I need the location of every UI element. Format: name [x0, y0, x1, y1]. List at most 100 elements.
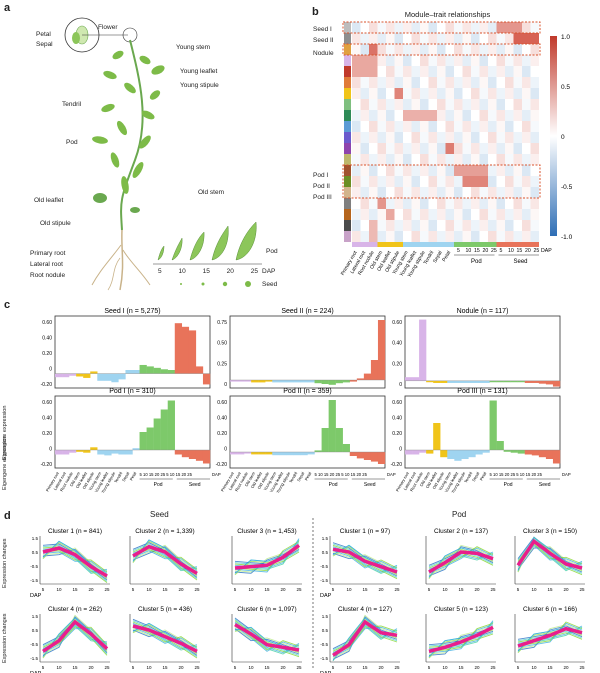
- eigengene-bar: [461, 380, 469, 383]
- heatmap-cell: [352, 187, 361, 198]
- heatmap-cell: [505, 165, 514, 176]
- eigengene-bar: [167, 400, 175, 450]
- eigengene-bar: [286, 452, 294, 456]
- eigengene-bar: [468, 450, 476, 458]
- eigengene-bar: [349, 380, 358, 382]
- heatmap-cell: [471, 176, 480, 187]
- heatmap-cell: [420, 22, 429, 33]
- eigengene-bar: [188, 450, 197, 459]
- tissue-color-bar: [513, 242, 522, 247]
- heatmap-cell: [454, 33, 463, 44]
- module-color-swatch: [344, 132, 351, 143]
- bar-chart-title: Seed I (n = 5,275): [104, 308, 160, 315]
- cluster-title: Cluster 6 (n = 166): [523, 606, 577, 613]
- eigengene-bar: [454, 380, 462, 383]
- heatmap-cell: [496, 220, 505, 231]
- eigengene-bar: [244, 380, 252, 382]
- heatmap-cell: [377, 121, 386, 132]
- heatmap-cell: [394, 121, 403, 132]
- cluster-title: Cluster 5 (n = 436): [138, 606, 192, 613]
- heatmap-cell: [522, 22, 531, 33]
- gene-expression-line: [42, 614, 108, 655]
- line-y-tick: -1.5: [30, 656, 38, 661]
- eigengene-bar: [314, 450, 322, 452]
- eigengene-bar: [279, 380, 287, 383]
- eigengene-bar: [447, 450, 455, 459]
- line-x-tick: 15: [458, 665, 464, 670]
- heatmap-cell: [411, 110, 420, 121]
- heatmap-cell: [522, 121, 531, 132]
- row-label-pod-ii: Pod II: [313, 183, 330, 190]
- heatmap-cell: [522, 209, 531, 220]
- heatmap-cell: [411, 99, 420, 110]
- heatmap-cell: [479, 44, 488, 55]
- heatmap-cell: [513, 209, 522, 220]
- heatmap-cell: [386, 88, 395, 99]
- tissue-color-bar: [471, 242, 480, 247]
- eigengene-bar: [174, 450, 183, 455]
- heatmap-cell: [411, 231, 420, 242]
- tissue-color-bar: [420, 242, 429, 247]
- heatmap-cell: [437, 55, 446, 66]
- eigengene-bar: [55, 373, 63, 378]
- line-x-tick: 20: [88, 665, 94, 670]
- heatmap-cell: [505, 198, 514, 209]
- heatmap-cell: [479, 99, 488, 110]
- heatmap-cell: [462, 33, 471, 44]
- heatmap-cell: [530, 99, 539, 110]
- heatmap-cell: [479, 198, 488, 209]
- heatmap-cell: [505, 22, 514, 33]
- heatmap-cell: [454, 121, 463, 132]
- dap-tick-label: 5 10 15 20 25 5 10 15 20 25: [140, 472, 193, 477]
- eigengene-bar: [181, 326, 190, 374]
- heatmap-cell: [437, 187, 446, 198]
- module-color-swatch: [344, 176, 351, 187]
- heatmap-cell: [352, 77, 361, 88]
- label-old-stem: Old stem: [198, 189, 225, 196]
- line-x-tick: 5: [234, 665, 237, 670]
- eigengene-bar: [545, 450, 554, 459]
- tissue-color-bar: [496, 242, 505, 247]
- heatmap-cell: [437, 77, 446, 88]
- line-x-tick: 15: [547, 587, 553, 592]
- heatmap-cell: [360, 55, 369, 66]
- heatmap-cell: [462, 176, 471, 187]
- heatmap-cell: [513, 110, 522, 121]
- eigengene-bar: [314, 380, 322, 384]
- heatmap-cell: [428, 176, 437, 187]
- heatmap-cell: [386, 33, 395, 44]
- heatmap-cell: [437, 121, 446, 132]
- seed-header: Seed: [150, 510, 169, 519]
- eigengene-bar: [97, 450, 105, 455]
- heatmap-cell: [386, 22, 395, 33]
- line-x-tick: 10: [146, 665, 152, 670]
- heatmap-cell: [522, 99, 531, 110]
- heatmap-cell: [386, 77, 395, 88]
- heatmap-cell: [437, 231, 446, 242]
- heatmap-cell: [454, 231, 463, 242]
- dap-tick-label: 5 10 15 20 25 5 10 15 20 25: [490, 472, 543, 477]
- heatmap-cell: [394, 33, 403, 44]
- heatmap-x-label: 25: [534, 248, 540, 254]
- heatmap-cell: [394, 55, 403, 66]
- eigengene-bar: [153, 367, 161, 374]
- heatmap-cell: [428, 187, 437, 198]
- tissue-color-bar: [352, 242, 361, 247]
- heatmap-cell: [352, 165, 361, 176]
- heatmap-cell: [462, 110, 471, 121]
- heatmap-cell: [403, 132, 412, 143]
- heatmap-cell: [428, 198, 437, 209]
- heatmap-x-label: 20: [483, 248, 489, 254]
- heatmap-cell: [377, 220, 386, 231]
- heatmap-cell: [352, 220, 361, 231]
- heatmap-cell: [369, 198, 378, 209]
- heatmap-cell: [420, 44, 429, 55]
- heatmap-cell: [403, 209, 412, 220]
- heatmap-cell: [505, 209, 514, 220]
- heatmap-cell: [386, 121, 395, 132]
- label-young-stipule: Young stipule: [180, 82, 219, 89]
- bar-y-tick: 0.50: [217, 341, 227, 347]
- group-label-seed: Seed: [189, 482, 201, 488]
- heatmap-cell: [394, 77, 403, 88]
- heatmap-cell: [352, 231, 361, 242]
